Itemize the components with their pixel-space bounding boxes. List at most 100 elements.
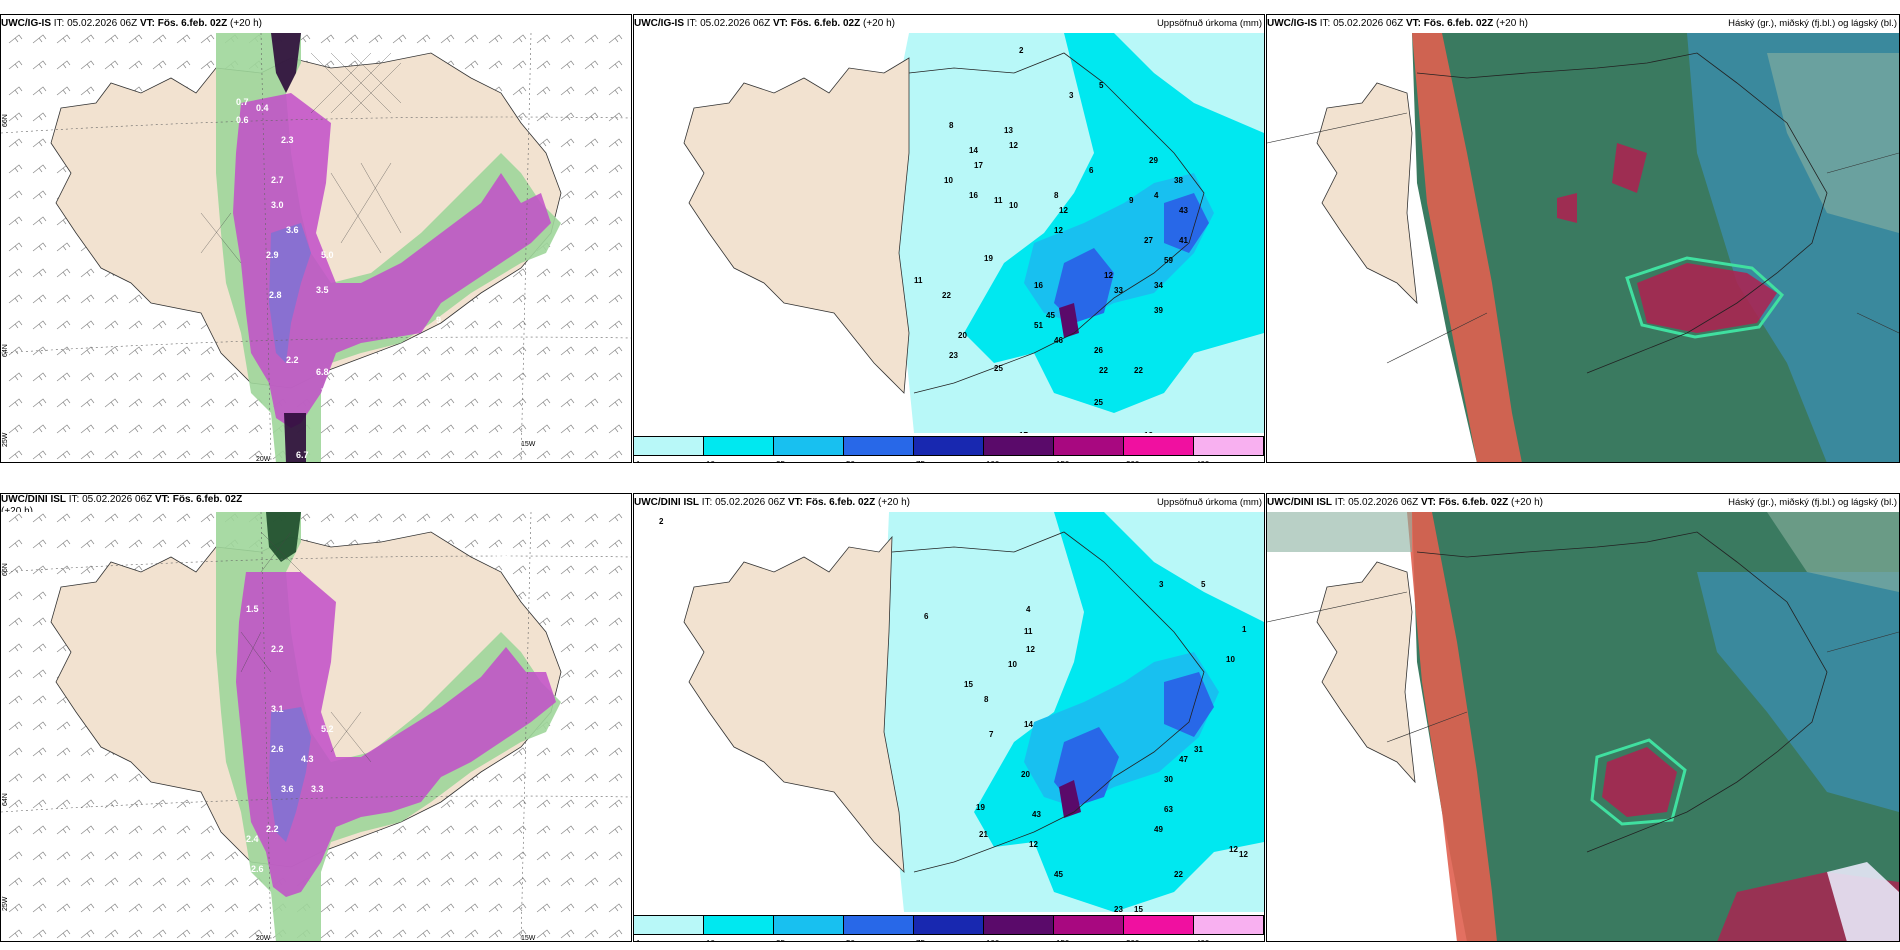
precip-value-label: 11 — [994, 196, 1003, 205]
precip-value-label: 4.3 — [301, 754, 314, 764]
iceland-land — [1316, 82, 1418, 305]
colorbar-tick-label: 200 — [1126, 939, 1139, 941]
precip-value-label: 3.3 — [311, 784, 324, 794]
colorbar-tick-label: 25 — [776, 460, 785, 462]
accum-precip-map: 2358131214171016111081212192211202325164… — [634, 33, 1264, 433]
iceland-land — [683, 57, 910, 394]
precip-value-label: 6.8 — [316, 367, 329, 377]
precip-value-label: 15 — [964, 680, 973, 689]
precip-value-label: 12 — [431, 335, 441, 345]
precip-value-label: 6 — [924, 612, 929, 621]
precip-value-label: 33 — [1114, 286, 1123, 295]
precip-value-label: 21 — [979, 830, 988, 839]
precip-value-label: 41 — [1179, 236, 1188, 245]
precip-value-label: 14 — [969, 146, 978, 155]
panel-accum-precip-dini: UWC/DINI ISL IT: 05.02.2026 06Z VT: Fös.… — [633, 493, 1265, 942]
colorbar-swatch — [774, 437, 844, 455]
precip-value-label: 6 — [1089, 166, 1094, 175]
colorbar: 1 10 25 50 75 100 150 200 400 — [634, 915, 1264, 941]
precip-value-label: 2.4 — [246, 834, 259, 844]
precip-value-label: 0.6 — [496, 549, 509, 559]
low-cloud-core — [1602, 747, 1677, 817]
lat-64n-label: 64N — [2, 793, 9, 806]
precip-core — [1059, 303, 1079, 338]
precip-value-label: 12 — [1104, 271, 1113, 280]
precip-value-label: 0.8 — [391, 884, 404, 894]
panel-title: UWC/DINI ISL IT: 05.02.2026 06Z VT: Fös.… — [1267, 497, 1543, 508]
lon-20w-label: 20W — [256, 456, 271, 463]
precip-value-label: 2.2 — [266, 824, 279, 834]
precip-value-label: 2.7 — [271, 175, 284, 185]
precip-value-label: 3.1 — [271, 704, 284, 714]
precip-value-label: 2.6 — [251, 864, 264, 874]
precip-value-label: 20 — [958, 331, 967, 340]
panel-clouds-igis: UWC/IG-IS IT: 05.02.2026 06Z VT: Fös. 6.… — [1266, 14, 1900, 463]
colorbar-swatch — [844, 916, 914, 934]
precip-value-label: 22 — [942, 291, 951, 300]
panel-wind-precip-dini: UWC/DINI ISL IT: 05.02.2026 06Z VT: Fös.… — [0, 493, 632, 942]
colorbar-swatch — [914, 437, 984, 455]
precip-value-label: 12 — [1059, 206, 1068, 215]
colorbar-tick-label: 1 — [636, 460, 640, 462]
precip-value-label: 0.7 — [236, 97, 249, 107]
lon-25w-label: 25W — [2, 432, 9, 447]
colorbar-tick-label: 75 — [916, 939, 925, 941]
wind-precip-map: 66N 64N 25W 20W 15W 0.7 0.6 0.4 2.3 2.7 3.0 3.… — [1, 33, 631, 463]
precip-value-label: 8 — [1054, 191, 1059, 200]
precip-value-label: 17 — [1019, 431, 1028, 433]
precip-value-label: 8 — [949, 121, 954, 130]
precip-value-label: 22 — [1099, 366, 1108, 375]
precip-value-label: 3.5 — [316, 285, 329, 295]
lat-66n-label: 66N — [2, 563, 9, 576]
low-cloud-core — [1557, 143, 1777, 333]
mid-cloud-blue — [1697, 572, 1899, 812]
low-cloud-edge — [1625, 256, 1785, 339]
mid-cloud-light — [1767, 53, 1899, 233]
precip-value-label: 23 — [1114, 905, 1123, 912]
colorbar-swatch — [1054, 916, 1124, 934]
precip-core-blue — [269, 707, 311, 842]
iceland-land — [1316, 561, 1416, 784]
colorbar-tick-label: 100 — [986, 460, 999, 462]
precip-value-label: 2.8 — [269, 290, 282, 300]
precip-value-label: 4 — [1154, 191, 1159, 200]
precip-band-purple — [233, 93, 551, 428]
precip-value-label: 43 — [1179, 206, 1188, 215]
colorbar-tick-label: 10 — [706, 460, 715, 462]
colorbar-swatch — [1194, 437, 1264, 455]
lon-20w-label: 20W — [256, 935, 271, 942]
precip-value-label: 45 — [1046, 311, 1055, 320]
panel-title: UWC/IG-IS IT: 05.02.2026 06Z VT: Fös. 6.… — [634, 18, 895, 29]
precip-value-label: 49 — [1154, 825, 1163, 834]
precip-value-label: 31 — [1194, 745, 1203, 754]
precip-band-purple — [236, 572, 556, 897]
colorbar-tick-label: 50 — [846, 460, 855, 462]
lon-15w-label: 15W — [521, 441, 536, 448]
panel-title: UWC/DINI ISL IT: 05.02.2026 06Z VT: Fös.… — [634, 497, 910, 508]
precip-value-label: 3.6 — [286, 225, 299, 235]
precip-value-label: 46 — [1054, 336, 1063, 345]
precip-value-label: 20 — [1021, 770, 1030, 779]
precip-value-label: 51 — [1034, 321, 1043, 330]
precip-value-label: 11 — [1024, 627, 1033, 636]
precip-value-label: 2.6 — [271, 744, 284, 754]
lat-64n-label: 64N — [2, 344, 9, 357]
colorbar-swatch — [914, 916, 984, 934]
precip-value-label: 19 — [976, 803, 985, 812]
precip-value-label: 27 — [1144, 236, 1153, 245]
panel-clouds-dini: UWC/DINI ISL IT: 05.02.2026 06Z VT: Fös.… — [1266, 493, 1900, 942]
colorbar-swatch — [704, 916, 774, 934]
precip-value-label: 25 — [1094, 398, 1103, 407]
colorbar-tick-label: 150 — [1056, 939, 1069, 941]
precip-value-label: 17 — [974, 161, 983, 170]
colorbar-swatch — [844, 437, 914, 455]
panel-right-title: Uppsöfnuð úrkoma (mm) — [1156, 497, 1262, 508]
lat-66n-label: 66N — [2, 114, 9, 127]
panel-right-title: Háský (gr.), miðský (fj.bl.) og lágský (… — [1728, 497, 1897, 508]
precip-value-label: 11 — [914, 276, 923, 285]
colorbar-tick-label: 150 — [1056, 460, 1069, 462]
colorbar-tick-label: 100 — [986, 939, 999, 941]
precip-value-label: 38 — [1174, 176, 1183, 185]
panel-title: UWC/DINI ISL IT: 05.02.2026 06Z VT: Fös.… — [1, 494, 243, 517]
precip-value-label: 15 — [1134, 905, 1143, 912]
